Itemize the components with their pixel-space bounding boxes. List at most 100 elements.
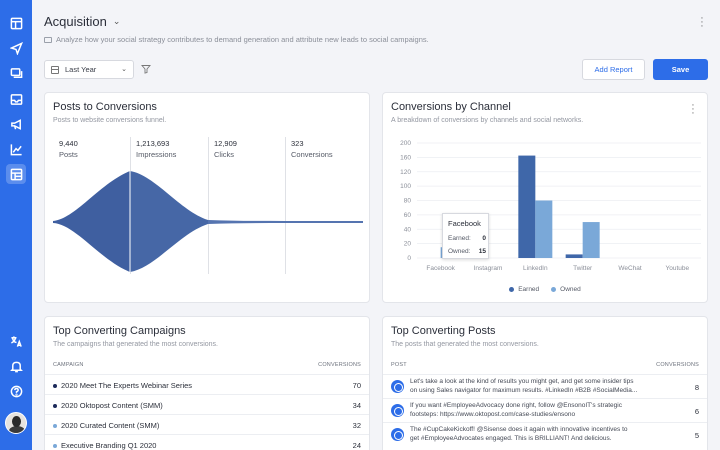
col-header-campaign[interactable]: CAMPAIGN (53, 362, 84, 368)
table-row[interactable]: The #CupCakeKickoff! @Sisense does it ag… (383, 422, 707, 446)
y-tick-label: 0 (407, 255, 411, 262)
channel-card-title: Conversions by Channel (391, 101, 511, 113)
card-more-options-icon[interactable]: · · · (691, 99, 695, 119)
col-header-post[interactable]: POST (391, 362, 407, 368)
posts-card-subtitle: The posts that generated the most conver… (391, 341, 539, 348)
campaign-bullet (53, 403, 57, 408)
legend-earned[interactable]: Earned (509, 286, 539, 293)
reports-icon[interactable] (6, 164, 26, 184)
x-tick-label: Facebook (426, 265, 455, 272)
x-tick-label: LinkedIn (523, 265, 548, 272)
chart-tooltip: Facebook Earned: 0 Owned: 15 (442, 213, 489, 259)
campaign-bullet (53, 383, 57, 388)
campaign-name: 2020 Meet The Experts Webinar Series (61, 381, 193, 390)
stat-label: Posts (59, 150, 78, 159)
stat-clicks: 12,909 Clicks (214, 139, 237, 159)
legend-earned-label: Earned (518, 286, 540, 293)
table-row[interactable]: 2020 Meet The Experts Webinar Series 70 (45, 374, 369, 394)
filter-icon[interactable] (141, 64, 151, 74)
channel-card: Conversions by Channel A breakdown of co… (382, 92, 708, 303)
help-icon[interactable] (6, 381, 26, 401)
tooltip-owned-label: Owned: (448, 248, 471, 255)
stat-value: 12,909 (214, 139, 237, 148)
calendar-icon (51, 65, 59, 74)
stat-label: Clicks (214, 150, 234, 159)
col-header-conversions[interactable]: CONVERSIONS (656, 362, 699, 368)
tooltip-earned: Earned: 0 (448, 235, 486, 242)
post-text: If you want #EmployeeAdvocacy done right… (410, 402, 640, 419)
add-report-button[interactable]: Add Report (582, 59, 645, 80)
tooltip-owned-value: 15 (478, 248, 486, 255)
chart-legend: Earned Owned (383, 286, 707, 293)
post-conversions: 5 (694, 431, 699, 440)
tooltip-earned-value: 0 (482, 235, 486, 242)
dashboard-icon[interactable] (6, 13, 26, 33)
post-network-avatar (391, 404, 404, 417)
analytics-icon[interactable] (6, 139, 26, 159)
funnel-card-title: Posts to Conversions (53, 101, 157, 113)
conversions-bar-chart: 0 20 40 60 80 100 120 160 200 Facebook Instagram Li… (400, 140, 701, 272)
post-text: Let's take a look at the kind of results… (410, 378, 640, 395)
info-icon (44, 36, 52, 43)
channel-card-subtitle: A breakdown of conversions by channels a… (391, 117, 584, 124)
col-header-conversions[interactable]: CONVERSIONS (318, 362, 361, 368)
translate-icon[interactable] (6, 331, 26, 351)
inbox-icon[interactable] (6, 89, 26, 109)
date-range-value: Last Year (65, 65, 97, 74)
date-range-select[interactable]: Last Year ⌄ (44, 60, 134, 79)
table-row[interactable]: 2020 Curated Content (SMM) 32 (45, 414, 369, 434)
stat-label: Conversions (291, 150, 333, 159)
bar-owned-twitter (582, 222, 600, 258)
post-text-line: footsteps: https://www.oktopost.com/case… (410, 410, 576, 418)
stat-conversions: 323 Conversions (291, 139, 333, 159)
table-row[interactable]: If you want #EmployeeAdvocacy done right… (383, 398, 707, 422)
stat-value: 1,213,693 (136, 139, 170, 148)
megaphone-icon[interactable] (6, 114, 26, 134)
campaign-conversions: 70 (352, 381, 361, 390)
campaign-conversions: 24 (352, 441, 361, 450)
posts-card: Top Converting Posts The posts that gene… (382, 316, 708, 450)
campaign-conversions: 34 (352, 401, 361, 410)
table-row[interactable]: 2020 Oktopost Content (SMM) 34 (45, 394, 369, 414)
post-text-line: If you want #EmployeeAdvocacy done right… (410, 402, 622, 409)
campaign-name: Executive Branding Q1 2020 (61, 441, 157, 450)
legend-owned-label: Owned (560, 286, 581, 293)
post-network-avatar (391, 380, 404, 393)
y-tick-label: 80 (404, 198, 412, 205)
user-avatar[interactable] (5, 412, 27, 434)
y-tick-label: 40 (404, 226, 412, 233)
stat-label: Impressions (136, 150, 177, 159)
send-icon[interactable] (6, 38, 26, 58)
x-tick-label: Twitter (573, 265, 593, 272)
y-tick-label: 120 (400, 169, 411, 176)
tooltip-owned: Owned: 15 (448, 248, 486, 255)
save-button[interactable]: Save (653, 59, 708, 80)
campaigns-card-subtitle: The campaigns that generated the most co… (53, 341, 218, 348)
post-conversions: 6 (694, 407, 699, 416)
funnel-card-subtitle: Posts to website conversions funnel. (53, 117, 167, 124)
y-tick-label: 20 (404, 241, 412, 248)
table-row[interactable]: Executive Branding Q1 2020 24 (45, 434, 369, 450)
chevron-down-icon: ⌄ (121, 66, 127, 73)
bar-owned-linkedin (535, 200, 553, 258)
more-options-icon[interactable]: · · · (700, 12, 704, 32)
y-tick-label: 200 (400, 140, 411, 147)
campaign-name: 2020 Curated Content (SMM) (61, 421, 160, 430)
tooltip-earned-label: Earned: (448, 235, 471, 242)
post-conversions: 8 (694, 383, 699, 392)
stat-value: 323 (291, 139, 304, 148)
bar-earned-twitter (565, 254, 583, 258)
post-text-line: Let's take a look at the kind of results… (410, 378, 634, 385)
funnel-card: Posts to Conversions Posts to website co… (44, 92, 370, 303)
table-row[interactable]: Let's take a look at the kind of results… (383, 374, 707, 398)
page-title-dropdown[interactable]: Acquisition ⌄ (44, 14, 120, 29)
stat-divider (208, 137, 209, 274)
post-text: The #CupCakeKickoff! @Sisense does it ag… (410, 426, 640, 443)
post-text-line: The #CupCakeKickoff! @Sisense does it ag… (410, 426, 628, 433)
campaign-name: 2020 Oktopost Content (SMM) (61, 401, 163, 410)
messages-icon[interactable] (6, 63, 26, 83)
page-subtitle-text: Analyze how your social strategy contrib… (56, 35, 429, 44)
legend-owned[interactable]: Owned (551, 286, 581, 293)
x-tick-label: Youtube (666, 265, 690, 272)
notifications-icon[interactable] (6, 356, 26, 376)
